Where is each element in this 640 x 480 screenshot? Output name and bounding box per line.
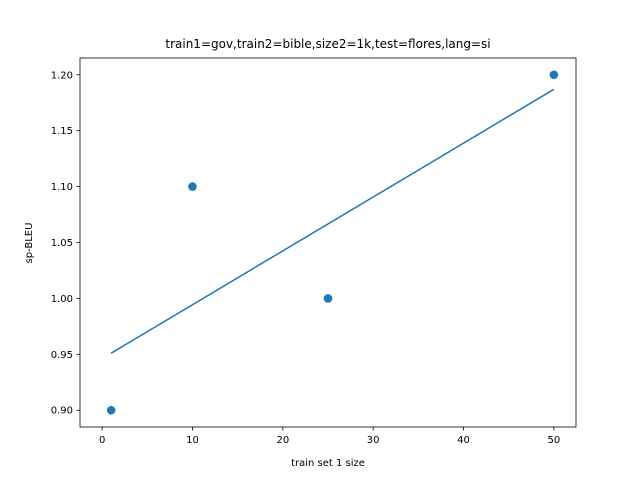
- y-tick-label: 0.90: [51, 406, 73, 417]
- x-tick-label: 30: [367, 435, 380, 446]
- x-tick-label: 40: [457, 435, 470, 446]
- data-point: [549, 70, 559, 80]
- data-point: [106, 405, 116, 415]
- x-tick-label: 0: [99, 435, 105, 446]
- data-point: [188, 182, 197, 191]
- y-axis-label: sp-BLEU: [24, 223, 35, 264]
- plot-area: [106, 70, 559, 415]
- y-tick-label: 1.10: [51, 182, 73, 193]
- y-tick-label: 1.20: [51, 70, 73, 81]
- x-axis-label: train set 1 size: [291, 458, 365, 469]
- y-tick-label: 1.15: [51, 126, 73, 137]
- data-point: [323, 294, 333, 303]
- chart-title: train1=gov,train2=bible,size2=1k,test=fl…: [165, 37, 490, 51]
- fit-line: [110, 88, 555, 354]
- y-tick-label: 1.05: [51, 238, 73, 249]
- axes: 0 10 20 30 40 50 0.90 0.95 1.00 1.05 1.10 1.15 1.20: [51, 57, 577, 446]
- x-tick-label: 10: [186, 435, 199, 446]
- x-tick-label: 20: [276, 435, 289, 446]
- x-tick-label: 50: [547, 435, 560, 446]
- y-tick-label: 1.00: [51, 294, 73, 305]
- y-tick-label: 0.95: [51, 350, 73, 361]
